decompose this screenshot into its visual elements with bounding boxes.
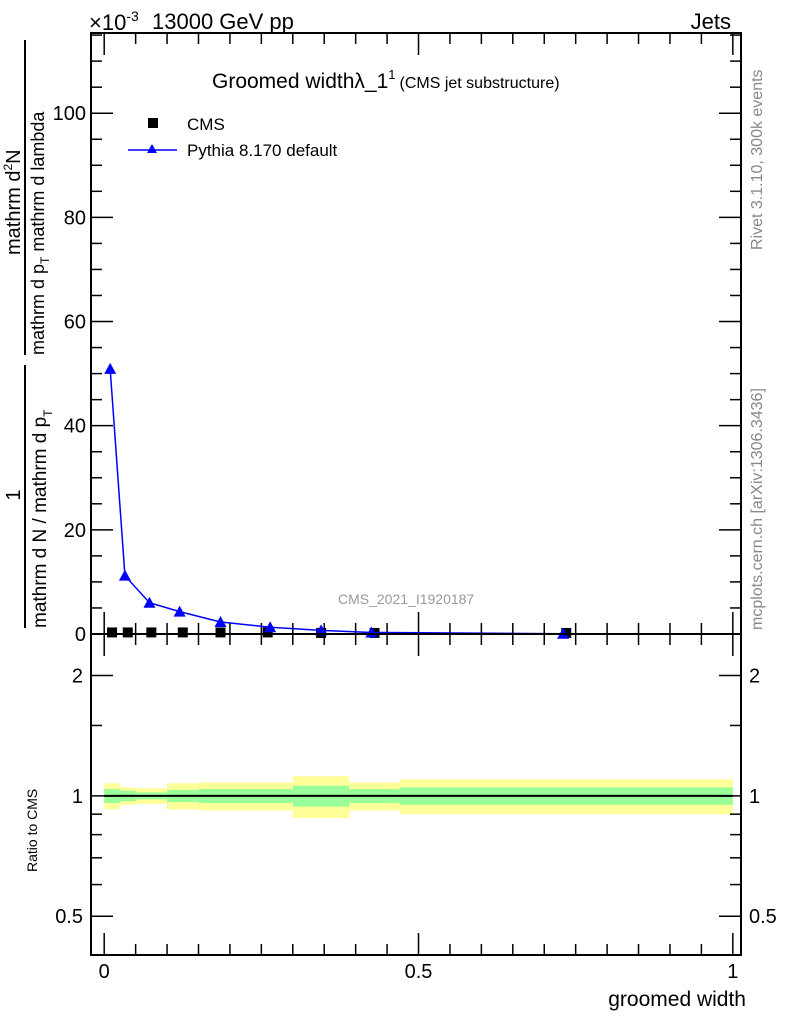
y-tick-label: 80 xyxy=(64,207,86,229)
pythia-data-point xyxy=(264,621,277,633)
chart-title: Groomed widthλ_11(CMS jet substructure) xyxy=(212,67,560,93)
legend-cms-label: CMS xyxy=(187,115,225,134)
cms-data-point xyxy=(122,627,133,638)
y-tick-label: 100 xyxy=(53,103,86,125)
x-tick-label: 1 xyxy=(727,961,738,983)
header-right: Jets xyxy=(691,9,731,34)
pythia-data-point xyxy=(214,616,227,628)
y-tick-label: 20 xyxy=(64,520,86,542)
y-tick-label: 60 xyxy=(64,312,86,334)
ratio-y-label: Ratio to CMS xyxy=(24,789,40,872)
cms-data-point xyxy=(561,627,572,638)
y-tick-label: 40 xyxy=(64,416,86,438)
cms-data-point xyxy=(215,627,226,638)
x-axis-label: groomed width xyxy=(608,988,746,1011)
ratio-y-tick-label-right: 0.5 xyxy=(749,906,777,928)
ylabel-num2: mathrm d2N xyxy=(1,149,25,255)
pythia-data-point xyxy=(173,605,186,617)
ratio-frame xyxy=(90,633,742,956)
ratio-plot: 0 0.5 1 0.5 0.5 1 1 2 2 xyxy=(55,633,777,983)
watermark: CMS_2021_I1920187 xyxy=(338,591,474,607)
cms-data-point xyxy=(177,627,188,638)
legend: CMS Pythia 8.170 default xyxy=(128,115,338,160)
legend-pythia-label: Pythia 8.170 default xyxy=(187,141,338,160)
ratio-y-tick-label-right: 2 xyxy=(749,666,760,688)
legend-cms-marker xyxy=(148,118,158,128)
cms-data-point xyxy=(107,627,118,638)
ratio-y-tick-label-right: 1 xyxy=(749,786,760,808)
ratio-y-tick-label: 0.5 xyxy=(55,906,83,928)
pythia-line xyxy=(109,368,564,635)
pythia-data-point xyxy=(143,596,156,608)
side-label-mcplots: mcplots.cern.ch [arXiv:1306.3436] xyxy=(749,388,766,630)
x-tick-label: 0 xyxy=(99,961,110,983)
exponent-label: ×10-3 xyxy=(89,8,139,35)
pythia-data-point xyxy=(118,569,131,581)
x-tick-label: 0.5 xyxy=(405,961,433,983)
ratio-y-tick-label: 2 xyxy=(72,666,83,688)
pythia-data-point xyxy=(315,624,328,636)
side-label-rivet: Rivet 3.1.10, 300k events xyxy=(749,69,766,250)
cms-data-point xyxy=(146,627,157,638)
main-plot: 0 20 40 60 80 100 xyxy=(53,32,742,955)
y-tick-label: 0 xyxy=(75,624,86,646)
ylabel-num1: 1 xyxy=(3,489,25,500)
ratio-y-tick-label: 1 xyxy=(72,786,83,808)
y-axis-label: 1 mathrm d N / mathrm d pT mathrm d2N ma… xyxy=(1,40,55,628)
legend-pythia-marker xyxy=(147,144,157,153)
ylabel-den1: mathrm d N / mathrm d pT xyxy=(30,409,55,628)
cms-data-point xyxy=(262,627,273,638)
pythia-data-point xyxy=(104,362,117,374)
header-left: 13000 GeV pp xyxy=(152,9,294,34)
ylabel-den2: mathrm d pT mathrm d lambda xyxy=(28,111,52,355)
